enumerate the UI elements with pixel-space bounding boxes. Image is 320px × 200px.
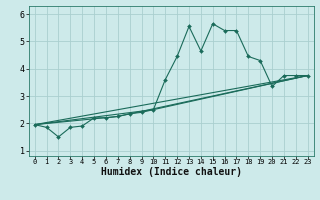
X-axis label: Humidex (Indice chaleur): Humidex (Indice chaleur) — [101, 167, 242, 177]
